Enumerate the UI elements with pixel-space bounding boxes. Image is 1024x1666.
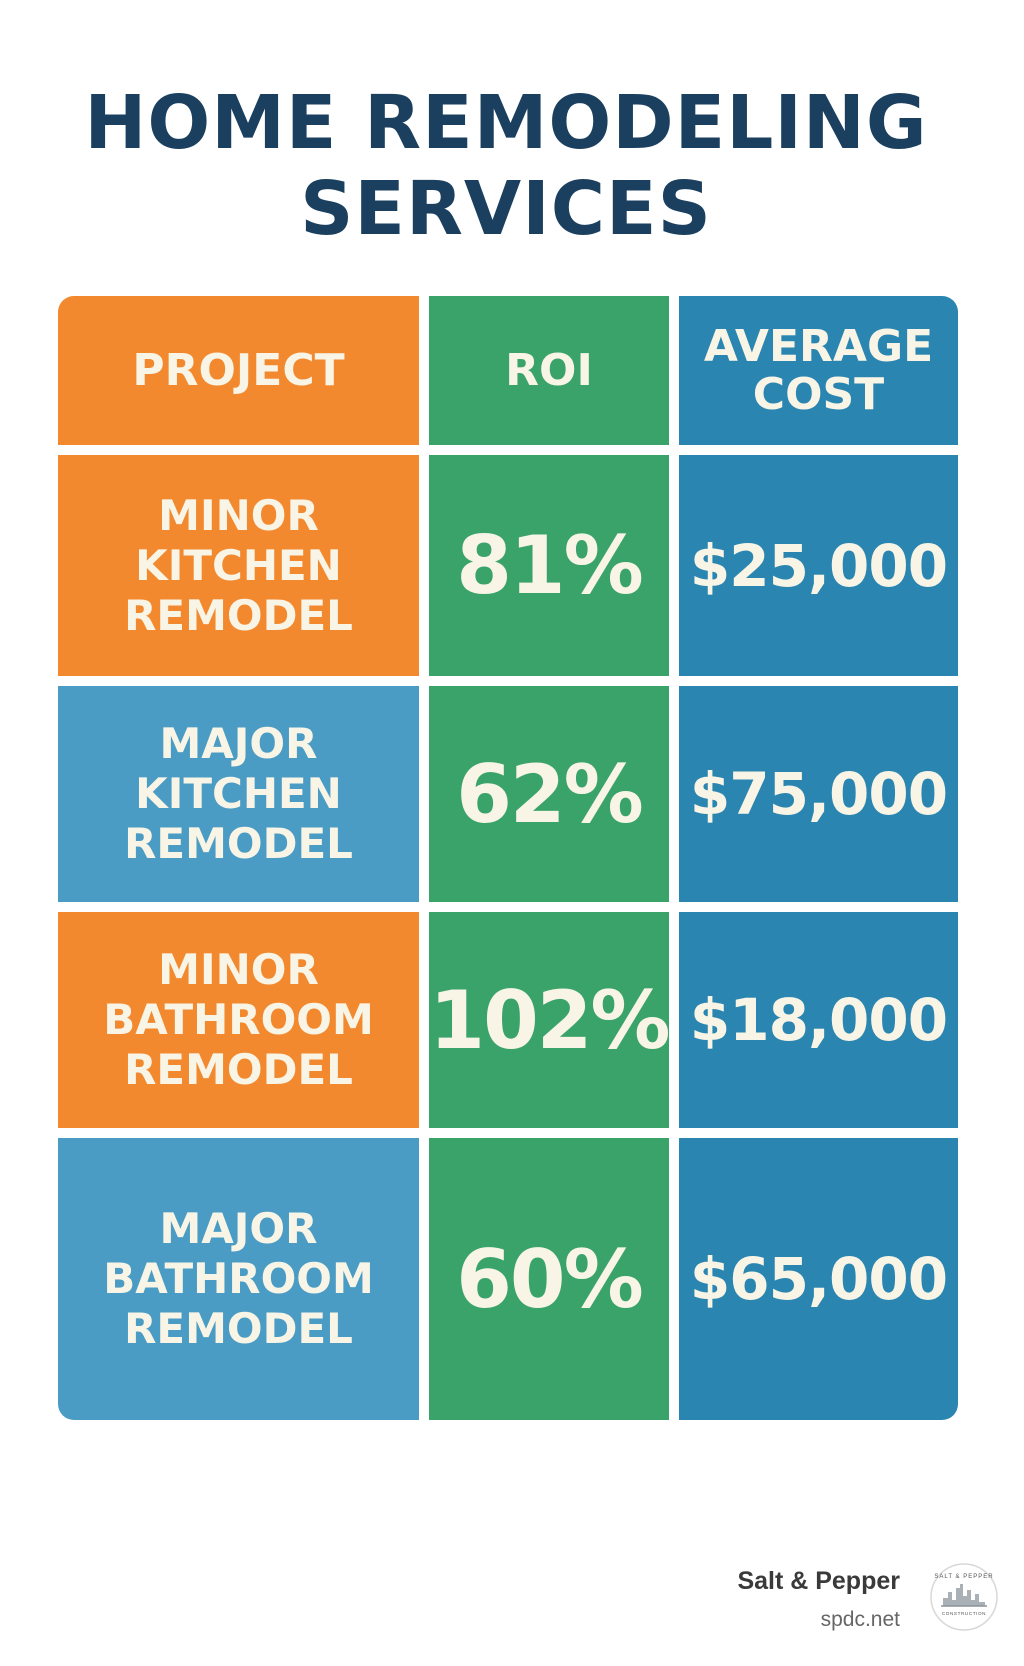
row-4-cost: $65,000: [679, 1138, 958, 1420]
row-1-project-line: KITCHEN: [135, 540, 342, 590]
row-3-cost-value: $18,000: [689, 986, 948, 1054]
title-line-1: HOME REMODELING: [84, 80, 928, 166]
row-1-project: MINOR KITCHEN REMODEL: [58, 455, 419, 676]
row-4-project: MAJOR BATHROOM REMODEL: [58, 1138, 419, 1420]
brand-url[interactable]: spdc.net: [820, 1608, 900, 1631]
remodeling-table: PROJECT ROI AVERAGE COST MINOR KITCHEN R…: [58, 296, 958, 1420]
row-4-cost-value: $65,000: [689, 1245, 948, 1313]
row-2-cost: $75,000: [679, 686, 958, 902]
page-title: HOME REMODELING SERVICES: [0, 80, 1012, 252]
row-1-project-line: REMODEL: [124, 590, 353, 640]
title-line-2: SERVICES: [300, 166, 712, 252]
row-3-project-line: BATHROOM: [103, 995, 374, 1044]
row-2-roi-value: 62%: [456, 747, 643, 841]
row-2-cost-value: $75,000: [689, 760, 948, 828]
row-1-project-line: MINOR: [158, 490, 319, 540]
row-3-project: MINOR BATHROOM REMODEL: [58, 912, 419, 1128]
header-roi: ROI: [429, 296, 669, 445]
row-1-cost: $25,000: [679, 455, 958, 676]
brand-block: Salt & Pepper spdc.net: [700, 1565, 900, 1635]
row-2-roi: 62%: [429, 686, 669, 902]
row-1-cost-value: $25,000: [689, 531, 948, 600]
header-project: PROJECT: [58, 296, 419, 445]
svg-text:SALT & PEPPER: SALT & PEPPER: [934, 1574, 993, 1580]
row-2-project-line: MAJOR: [159, 719, 318, 768]
header-roi-label: ROI: [505, 344, 593, 396]
row-4-project-line: MAJOR: [159, 1204, 318, 1253]
header-average-cost: AVERAGE COST: [679, 296, 958, 445]
row-3-roi-value: 102%: [429, 973, 670, 1067]
row-4-roi: 60%: [429, 1138, 669, 1420]
row-3-project-line: REMODEL: [124, 1045, 353, 1094]
row-3-cost: $18,000: [679, 912, 958, 1128]
row-4-roi-value: 60%: [456, 1232, 643, 1326]
row-2-project: MAJOR KITCHEN REMODEL: [58, 686, 419, 902]
row-3-roi: 102%: [429, 912, 671, 1128]
row-4-project-line: BATHROOM: [103, 1254, 374, 1303]
header-cost-line-2: COST: [752, 368, 885, 420]
header-cost-line-1: AVERAGE: [703, 320, 934, 372]
brand-name: Salt & Pepper: [737, 1567, 900, 1595]
row-4-project-line: REMODEL: [124, 1304, 353, 1353]
row-1-roi: 81%: [429, 455, 669, 676]
header-project-label: PROJECT: [132, 344, 345, 396]
row-3-project-line: MINOR: [158, 945, 319, 994]
row-2-project-line: REMODEL: [124, 819, 353, 868]
row-2-project-line: KITCHEN: [135, 769, 342, 818]
skyline-logo-icon: SALT & PEPPER CONSTRUCTION: [930, 1563, 998, 1631]
svg-text:CONSTRUCTION: CONSTRUCTION: [942, 1611, 986, 1616]
row-1-roi-value: 81%: [456, 519, 643, 612]
